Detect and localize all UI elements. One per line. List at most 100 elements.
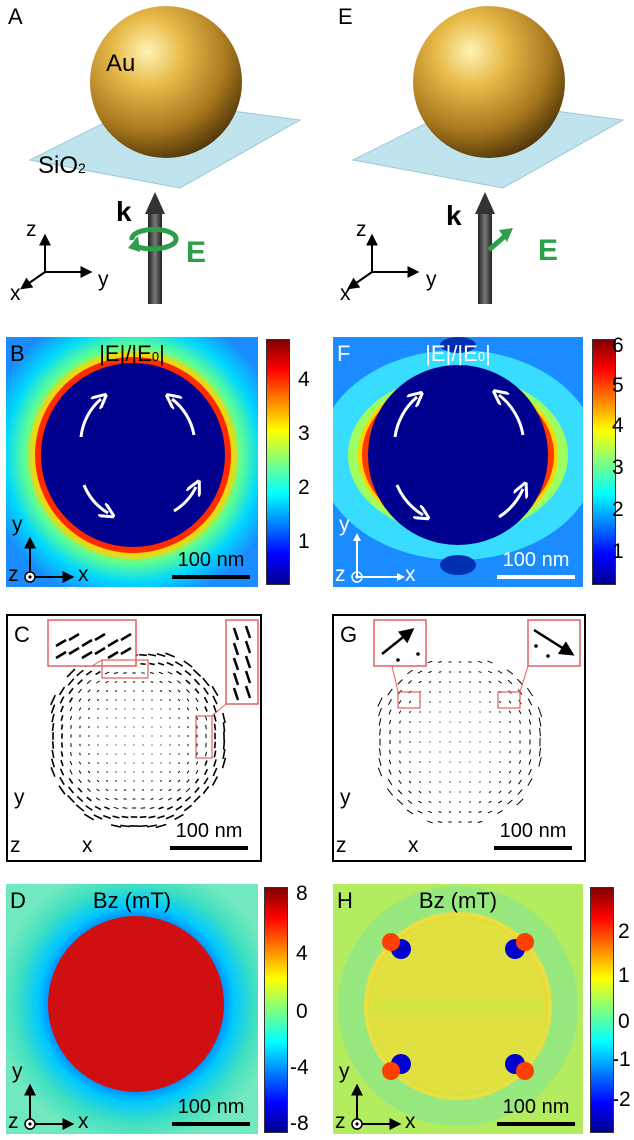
field-vector — [75, 804, 85, 812]
field-vector — [115, 726, 117, 728]
field-vector — [202, 677, 210, 687]
field-vector — [70, 725, 72, 729]
field-vector — [177, 770, 181, 774]
field-vector — [193, 795, 201, 803]
scale-bar — [170, 846, 248, 850]
colorbar-d — [264, 887, 288, 1133]
field-vector — [139, 653, 147, 657]
field-vector — [87, 698, 91, 702]
field-vector — [518, 710, 522, 714]
field-vector — [150, 681, 154, 683]
field-vector — [468, 821, 472, 823]
field-vector — [417, 810, 423, 814]
panel-c-vector-map: C y z x 100 nm — [6, 614, 262, 862]
field-vector — [59, 768, 65, 776]
field-vector — [186, 707, 190, 711]
colorbar-tick: 0 — [618, 1010, 630, 1033]
field-vector — [388, 719, 392, 725]
field-vector — [160, 771, 162, 773]
field-vector — [489, 721, 491, 723]
field-vector — [538, 717, 542, 727]
field-vector — [193, 678, 201, 686]
axis-x: x — [405, 563, 416, 586]
field-vector — [479, 701, 481, 703]
colorbar-tick: -1 — [612, 1048, 631, 1071]
field-vector — [377, 697, 383, 707]
field-vector — [106, 771, 108, 773]
inset-top — [47, 619, 137, 667]
field-vector — [213, 714, 217, 722]
field-vector — [187, 752, 189, 756]
field-vector — [87, 707, 91, 711]
field-vector — [183, 804, 193, 812]
field-vector — [178, 717, 180, 719]
field-vector — [60, 705, 64, 713]
axis-z: z — [335, 563, 346, 586]
field-vector — [409, 760, 411, 764]
scale-label: 100 nm — [499, 820, 567, 842]
field-vector — [68, 687, 74, 695]
k-rod — [148, 212, 162, 304]
field-vector — [203, 687, 209, 695]
field-vector — [398, 710, 402, 714]
field-vector — [115, 717, 117, 719]
field-vector — [69, 706, 73, 712]
field-vector — [439, 761, 441, 763]
field-vector — [70, 752, 72, 756]
field-vector — [489, 701, 491, 703]
field-vector — [388, 759, 392, 765]
field-vector — [517, 789, 523, 795]
field-vector — [105, 788, 109, 792]
field-vector — [195, 697, 199, 703]
field-vector — [156, 652, 166, 658]
panel-a-label: A — [8, 4, 23, 29]
field-vector — [396, 799, 404, 805]
field-vector — [177, 698, 181, 702]
axis-z: z — [10, 834, 21, 857]
colorbar-tick: 2 — [612, 498, 624, 521]
field-vector — [195, 761, 199, 765]
field-vector — [151, 753, 153, 755]
field-vector — [105, 689, 109, 693]
field-vector — [479, 721, 481, 723]
field-vector — [174, 813, 184, 821]
field-vector — [212, 695, 218, 705]
field-vector — [85, 670, 93, 676]
field-vector — [499, 761, 501, 763]
field-vector — [409, 710, 411, 714]
field-vector — [177, 788, 181, 792]
field-vector — [438, 811, 442, 813]
field-vector — [122, 807, 128, 809]
field-vector — [78, 688, 82, 694]
field-vector — [399, 750, 401, 754]
field-vector — [529, 729, 531, 735]
field-vector — [508, 790, 512, 794]
field-vector — [438, 671, 442, 673]
field-vector — [69, 769, 73, 775]
colorbar-tick: 0 — [296, 1000, 308, 1023]
field-vector — [378, 758, 382, 766]
field-vector — [186, 761, 190, 765]
field-vector — [60, 751, 64, 757]
field-vector — [537, 706, 543, 718]
field-vector — [139, 815, 147, 819]
field-vector — [379, 728, 381, 736]
field-vector — [79, 752, 81, 756]
field-vector — [87, 779, 91, 783]
panel-h-bz-map: Bz (mT) H y z x 100 nm — [333, 884, 583, 1134]
field-vector — [406, 809, 414, 815]
field-vector — [487, 660, 493, 664]
scale-label: 100 nm — [175, 820, 243, 842]
colorbar-tick: 2 — [618, 920, 630, 943]
field-vector — [124, 753, 126, 755]
field-vector — [114, 789, 118, 791]
field-vector — [105, 780, 109, 782]
field-vector — [508, 780, 512, 784]
field-vector — [96, 779, 100, 783]
panel-c-label: C — [14, 622, 30, 647]
field-vector — [508, 770, 512, 774]
field-vector — [387, 688, 393, 696]
field-vector — [439, 711, 441, 713]
field-vector — [159, 788, 163, 792]
field-vector — [418, 790, 422, 794]
